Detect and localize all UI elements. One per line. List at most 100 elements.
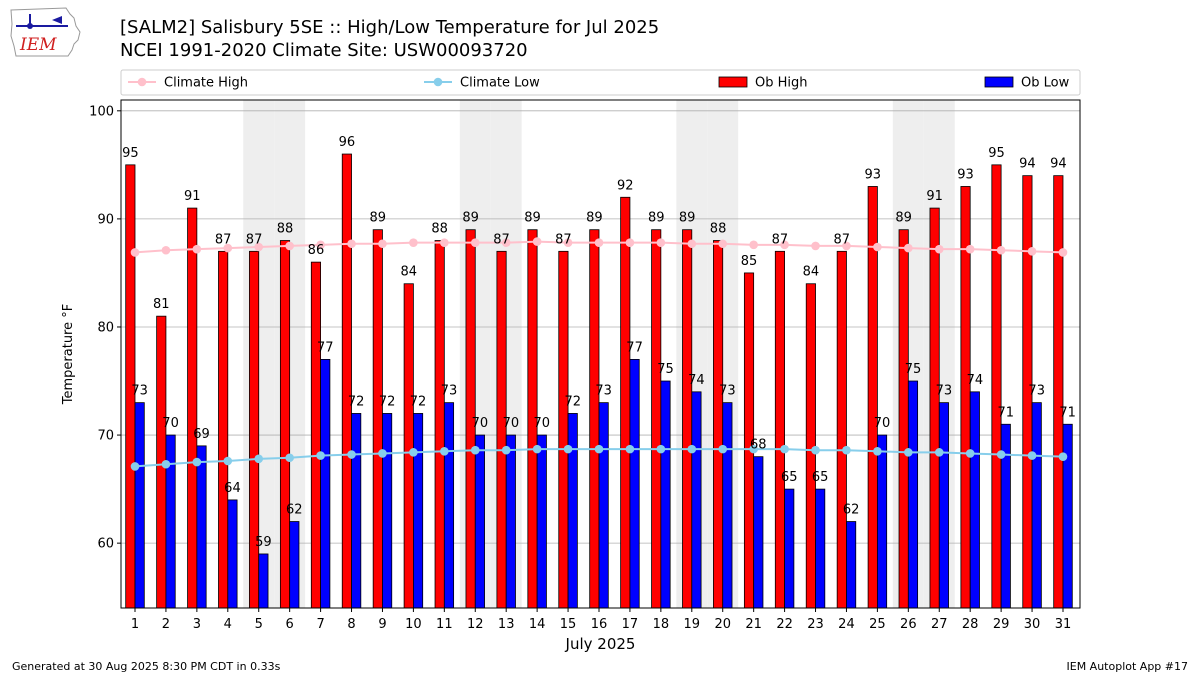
bar-ob-high-day-24 (836, 250, 847, 609)
legend-label-climate-low: Climate Low (460, 76, 540, 91)
label-ob-low-day-10: 72 (410, 394, 427, 409)
climate-low-point-day-27 (934, 448, 944, 457)
iowa-outline-icon (10, 7, 81, 57)
x-tick-label-16: 16 (591, 617, 608, 632)
legend-marker-climate-high (137, 77, 147, 87)
label-ob-low-day-22: 65 (781, 470, 798, 485)
bar-ob-high-day-7 (310, 261, 321, 609)
label-ob-low-day-7: 77 (317, 340, 334, 355)
climate-high-point-day-2 (161, 245, 171, 255)
bar-ob-high-day-29 (991, 164, 1002, 609)
x-tick-label-5: 5 (255, 617, 263, 632)
climate-low-point-day-2 (161, 459, 171, 469)
bar-ob-low-day-16 (598, 402, 609, 609)
bar-ob-low-day-15 (567, 413, 578, 609)
x-tick-label-23: 23 (807, 617, 824, 632)
label-ob-low-day-2: 70 (162, 416, 179, 431)
bar-ob-high-day-18 (651, 229, 662, 609)
bar-ob-low-day-31 (1062, 423, 1073, 609)
label-ob-low-day-3: 69 (193, 427, 210, 442)
bar-ob-low-day-10 (412, 413, 424, 609)
legend-box (120, 69, 1081, 96)
bar-ob-high-day-23 (805, 283, 816, 609)
climate-high-point-day-25 (873, 242, 882, 252)
x-tick-label-2: 2 (162, 617, 170, 632)
x-tick-label-14: 14 (529, 617, 546, 632)
bar-ob-low-day-26 (907, 380, 919, 609)
bar-ob-high-day-16 (589, 229, 600, 609)
climate-high-point-day-23 (811, 241, 820, 251)
bar-ob-low-day-27 (938, 402, 949, 609)
x-tick-label-30: 30 (1024, 617, 1041, 632)
bar-ob-low-day-18 (660, 380, 671, 609)
bar-ob-low-day-12 (474, 434, 485, 609)
bar-ob-low-day-5 (258, 553, 269, 609)
bar-ob-low-day-11 (443, 402, 455, 609)
bars (125, 153, 1073, 609)
climate-low-point-day-25 (873, 446, 882, 456)
climate-high-point-day-7 (316, 240, 325, 250)
climate-low-point-day-16 (594, 444, 604, 454)
climate-high-point-day-14 (532, 237, 542, 246)
climate-low-point-day-3 (192, 457, 202, 467)
label-ob-low-day-27: 73 (936, 384, 953, 399)
label-ob-high-day-28: 93 (957, 167, 974, 182)
x-tick-label-1: 1 (131, 617, 139, 632)
bar-ob-low-day-22 (784, 488, 795, 609)
climate-high-point-day-16 (594, 238, 604, 247)
label-ob-low-day-12: 70 (472, 416, 489, 431)
climate-high-point-day-4 (223, 243, 233, 253)
bar-ob-high-day-20 (713, 240, 724, 609)
label-ob-high-day-31: 94 (1050, 157, 1067, 172)
station-dot-icon (27, 23, 33, 29)
bar-ob-low-day-30 (1031, 402, 1042, 609)
bar-ob-high-day-6 (279, 240, 291, 609)
bar-ob-low-day-9 (382, 413, 393, 609)
label-ob-high-day-3: 91 (184, 189, 201, 204)
bar-ob-high-day-17 (620, 196, 631, 609)
x-tick-label-4: 4 (224, 617, 232, 632)
label-ob-high-day-23: 84 (803, 265, 820, 280)
label-ob-high-day-1: 95 (122, 146, 139, 161)
climate-low-point-day-21 (749, 444, 758, 454)
climate-low-point-day-14 (532, 444, 542, 454)
label-ob-high-day-19: 89 (679, 211, 696, 226)
climate-low-point-day-5 (254, 454, 264, 464)
label-ob-low-day-8: 72 (348, 394, 365, 409)
x-tick-label-25: 25 (869, 617, 886, 632)
bar-ob-high-day-22 (774, 250, 785, 609)
label-ob-low-day-9: 72 (379, 394, 396, 409)
x-tick-label-18: 18 (653, 617, 670, 632)
x-tick-label-6: 6 (286, 617, 294, 632)
climate-high-point-day-22 (780, 240, 789, 250)
x-tick-label-31: 31 (1055, 617, 1072, 632)
label-ob-low-day-21: 68 (750, 438, 767, 453)
label-ob-high-day-6: 88 (277, 222, 294, 237)
x-tick-label-13: 13 (498, 617, 515, 632)
label-ob-low-day-4: 64 (224, 481, 241, 496)
x-tick-label-27: 27 (931, 617, 948, 632)
climate-high-point-day-31 (1058, 248, 1068, 257)
bar-ob-high-day-9 (372, 229, 383, 609)
climate-low-point-day-12 (470, 445, 480, 455)
climate-low-point-day-31 (1058, 452, 1068, 461)
bar-ob-high-day-10 (403, 283, 414, 609)
climate-high-point-day-6 (285, 241, 294, 251)
bar-ob-low-day-25 (876, 434, 888, 609)
label-ob-low-day-19: 74 (688, 373, 705, 388)
climate-high-point-day-15 (563, 238, 573, 247)
climate-low-point-day-24 (842, 445, 851, 455)
climate-low-point-day-22 (780, 444, 789, 454)
bar-ob-low-day-3 (196, 445, 207, 609)
climate-low-point-day-9 (378, 449, 387, 458)
label-ob-low-day-23: 65 (812, 470, 829, 485)
bar-ob-low-day-13 (505, 434, 516, 609)
bar-ob-high-day-26 (898, 229, 909, 609)
x-tick-label-19: 19 (684, 617, 701, 632)
climate-high-point-day-21 (749, 240, 758, 250)
label-ob-high-day-2: 81 (153, 297, 170, 312)
x-tick-label-11: 11 (436, 617, 453, 632)
legend-label-ob-high: Ob High (755, 76, 808, 91)
